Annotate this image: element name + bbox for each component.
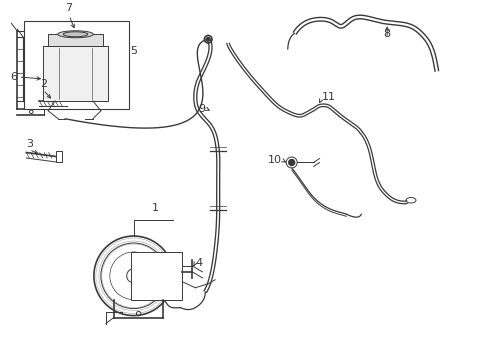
Ellipse shape (63, 32, 88, 37)
Bar (67, 95, 72, 106)
Text: 10: 10 (267, 156, 281, 166)
Text: 4: 4 (195, 258, 202, 268)
Text: 6: 6 (10, 72, 18, 82)
Text: 7: 7 (65, 3, 72, 13)
Bar (130, 252, 182, 300)
Bar (43, 46, 107, 101)
Bar (56, 151, 61, 162)
Circle shape (206, 37, 209, 41)
Text: 3: 3 (26, 139, 33, 149)
Text: 1: 1 (152, 203, 159, 213)
Ellipse shape (58, 31, 93, 38)
Bar (24, 21, 128, 109)
Circle shape (288, 159, 294, 166)
Bar (48, 34, 102, 46)
Text: 9: 9 (198, 104, 205, 114)
Text: 11: 11 (321, 92, 335, 102)
Text: 8: 8 (383, 29, 390, 39)
Text: 5: 5 (130, 46, 138, 56)
Ellipse shape (405, 198, 415, 203)
Text: 2: 2 (40, 79, 47, 89)
